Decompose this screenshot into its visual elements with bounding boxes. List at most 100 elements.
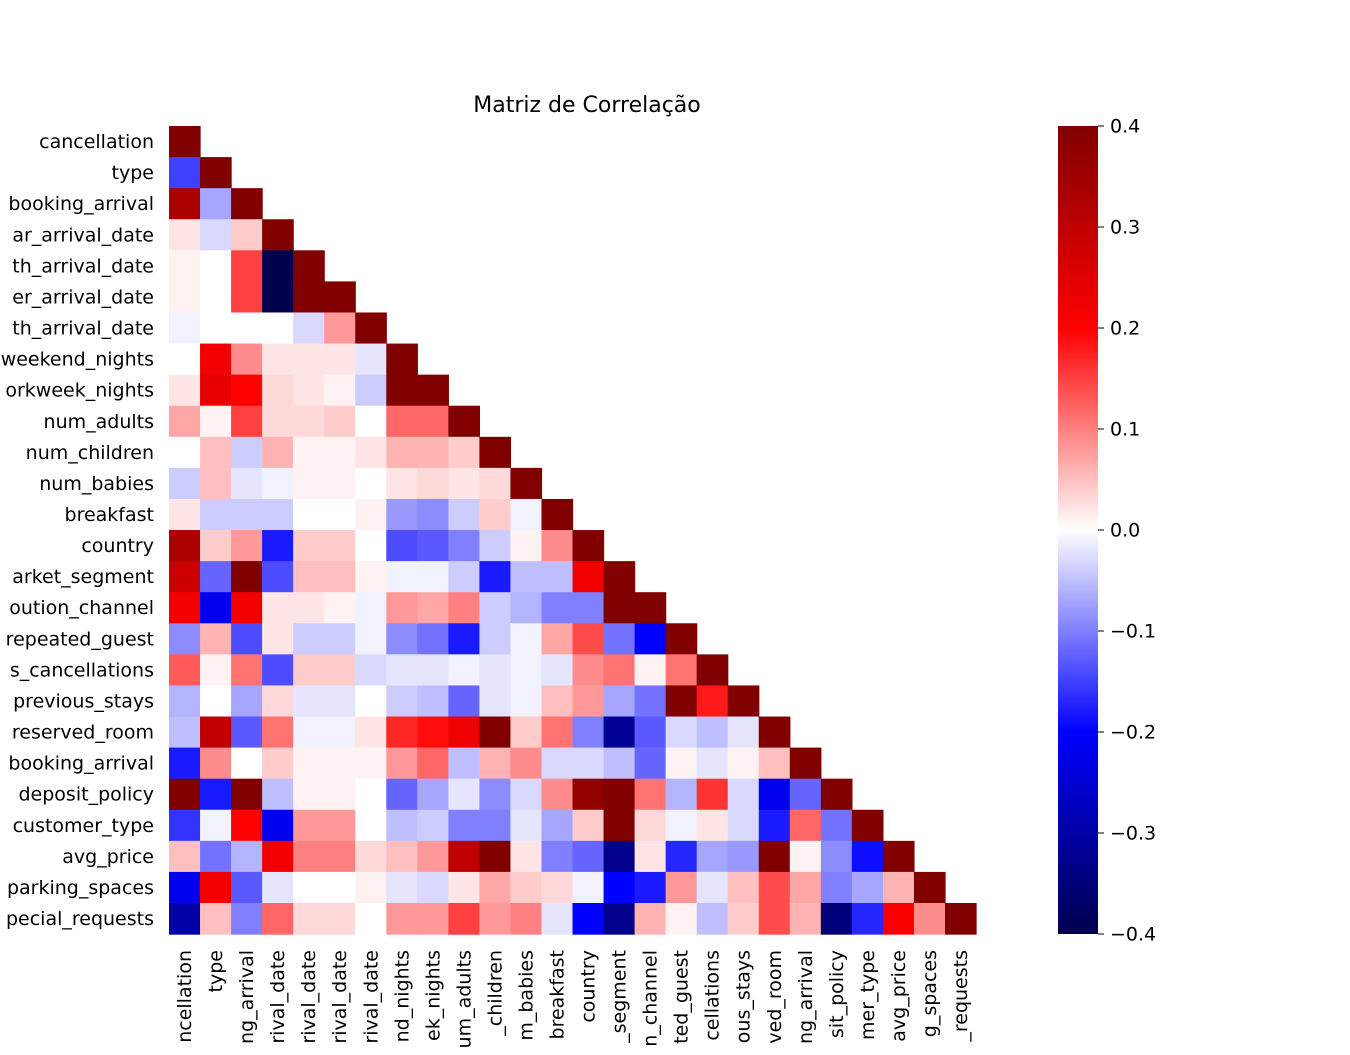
heatmap-cell — [510, 592, 543, 624]
heatmap-cell — [572, 903, 605, 935]
heatmap-cell — [820, 871, 853, 904]
heatmap-cell — [417, 498, 449, 531]
heatmap-cell — [324, 623, 356, 655]
row-label: s_cancellations — [10, 659, 154, 681]
colorbar-tick-label: −0.4 — [1110, 924, 1156, 946]
colorbar: 0.4 0.3 0.2 0.1 0.0 −0.1 −0.2 −0.3 −0.4 — [1058, 116, 1156, 946]
heatmap-cell — [386, 903, 418, 935]
heatmap-cell — [386, 840, 418, 873]
row-label: booking_arrival — [8, 753, 154, 775]
colorbar-tick-label: 0.1 — [1110, 419, 1140, 441]
heatmap-cell — [448, 592, 480, 624]
heatmap-cell — [541, 592, 574, 624]
heatmap-cell — [169, 467, 201, 500]
heatmap-cell — [541, 716, 574, 749]
heatmap-cell — [945, 903, 977, 935]
heatmap-cell — [417, 685, 449, 718]
heatmap-cell — [355, 343, 387, 376]
heatmap-cell — [882, 871, 915, 904]
heatmap-cell — [479, 498, 512, 531]
heatmap-cell — [572, 809, 605, 842]
heatmap-cell — [293, 778, 325, 811]
heatmap-cell — [665, 685, 698, 718]
colorbar-tick-label: −0.1 — [1110, 621, 1156, 643]
heatmap-cell — [293, 592, 325, 624]
heatmap-cell — [541, 498, 574, 531]
heatmap-cell — [820, 778, 853, 811]
row-label: arket_segment — [12, 566, 154, 588]
heatmap-cell — [417, 592, 449, 624]
heatmap-cell — [355, 436, 387, 469]
heatmap-cell — [293, 405, 325, 438]
heatmap-cell — [510, 654, 543, 687]
heatmap-cell — [851, 871, 884, 904]
heatmap-cell — [634, 685, 667, 718]
heatmap-cell — [696, 654, 729, 687]
heatmap-cell — [262, 716, 294, 749]
heatmap-cell — [665, 716, 698, 749]
heatmap-cell — [789, 840, 822, 873]
heatmap-cell — [355, 530, 387, 562]
heatmap-cell — [169, 840, 201, 873]
heatmap-cell — [479, 871, 512, 904]
heatmap-cell — [262, 250, 294, 282]
heatmap-cell — [479, 840, 512, 873]
heatmap-cell — [510, 778, 543, 811]
heatmap-cell — [231, 312, 263, 345]
column-label: rival_date — [329, 950, 351, 1044]
heatmap-cell — [603, 685, 636, 718]
heatmap-cell — [448, 716, 480, 749]
heatmap-cell — [262, 903, 294, 935]
heatmap-cell — [169, 716, 201, 749]
heatmap-cell — [696, 809, 729, 842]
heatmap-cell — [169, 809, 201, 842]
heatmap-cell — [386, 871, 418, 904]
heatmap-cell — [231, 467, 263, 500]
heatmap-cell — [262, 747, 294, 780]
heatmap-cell — [169, 871, 201, 904]
heatmap-cell — [417, 903, 449, 935]
heatmap-cell — [820, 809, 853, 842]
heatmap-cell — [479, 592, 512, 624]
heatmap-cell — [758, 809, 791, 842]
heatmap-cell — [386, 405, 418, 438]
heatmap-cell — [293, 809, 325, 842]
heatmap-cell — [572, 685, 605, 718]
heatmap-cell — [231, 405, 263, 438]
row-label: previous_stays — [13, 690, 154, 712]
heatmap-cell — [386, 747, 418, 780]
heatmap-cell — [262, 623, 294, 655]
heatmap-cell — [262, 809, 294, 842]
heatmap-cell — [727, 809, 760, 842]
row-label: orkweek_nights — [5, 380, 154, 402]
heatmap-cell — [293, 374, 325, 407]
heatmap-cell — [634, 654, 667, 687]
heatmap-cell — [417, 809, 449, 842]
heatmap-cell — [510, 903, 543, 935]
heatmap-cell — [293, 871, 325, 904]
heatmap-cell — [355, 498, 387, 531]
heatmap-cell — [448, 467, 480, 500]
heatmap-cell — [510, 498, 543, 531]
heatmap-cell — [355, 685, 387, 718]
column-label: nd_nights — [391, 950, 413, 1042]
heatmap-cell — [758, 716, 791, 749]
heatmap-cell — [262, 685, 294, 718]
heatmap-cell — [696, 747, 729, 780]
heatmap-cell — [355, 592, 387, 624]
heatmap-cell — [200, 809, 232, 842]
heatmap-cell — [262, 840, 294, 873]
heatmap-cell — [293, 250, 325, 282]
heatmap-cell — [200, 561, 232, 593]
heatmap-cell — [200, 498, 232, 531]
heatmap-cell — [355, 840, 387, 873]
heatmap-cell — [169, 281, 201, 314]
heatmap-cell — [634, 809, 667, 842]
heatmap-cell — [231, 716, 263, 749]
heatmap-cell — [758, 747, 791, 780]
heatmap-cell — [169, 747, 201, 780]
heatmap-cell — [634, 592, 667, 624]
heatmap-cell — [231, 747, 263, 780]
heatmap-cell — [262, 312, 294, 345]
heatmap-cell — [293, 840, 325, 873]
